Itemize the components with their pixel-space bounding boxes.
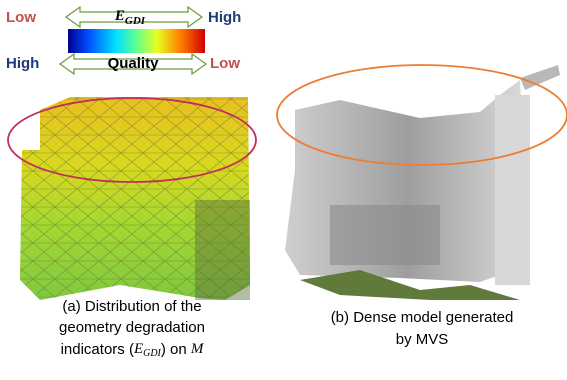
figure: Low EGDI High High Quality Low (a) Distr… — [0, 0, 567, 380]
text-part: E — [114, 8, 125, 24]
legend-label: High — [6, 55, 39, 72]
caption-line: (b) Dense model generated — [331, 309, 514, 326]
colorbar — [68, 29, 205, 53]
text-part: ) on — [161, 341, 191, 358]
text-part: E — [133, 341, 143, 357]
page: Low EGDI High High Quality Low (a) Distr… — [0, 0, 567, 380]
caption: (a) Distribution of the geometry degrada… — [59, 298, 513, 359]
text-part: GDI — [143, 348, 161, 359]
text-part: GDI — [125, 15, 146, 27]
caption-line: (a) Distribution of the — [62, 298, 201, 315]
legend-label: High — [208, 9, 241, 26]
caption-line: geometry degradation — [59, 319, 205, 336]
legend-label: Quality — [108, 55, 160, 72]
dense-model-image — [285, 65, 560, 300]
legend-symbol: EGDI — [114, 8, 146, 26]
text-part: M — [190, 341, 205, 357]
text-part: indicators ( — [61, 341, 134, 358]
legend: Low EGDI High High Quality Low — [6, 7, 241, 74]
caption-line: by MVS — [396, 331, 449, 348]
caption-line: indicators (EGDI) on M — [61, 341, 205, 359]
mesh-image — [20, 97, 250, 300]
legend-label: Low — [6, 9, 36, 26]
legend-label: Low — [210, 55, 240, 72]
